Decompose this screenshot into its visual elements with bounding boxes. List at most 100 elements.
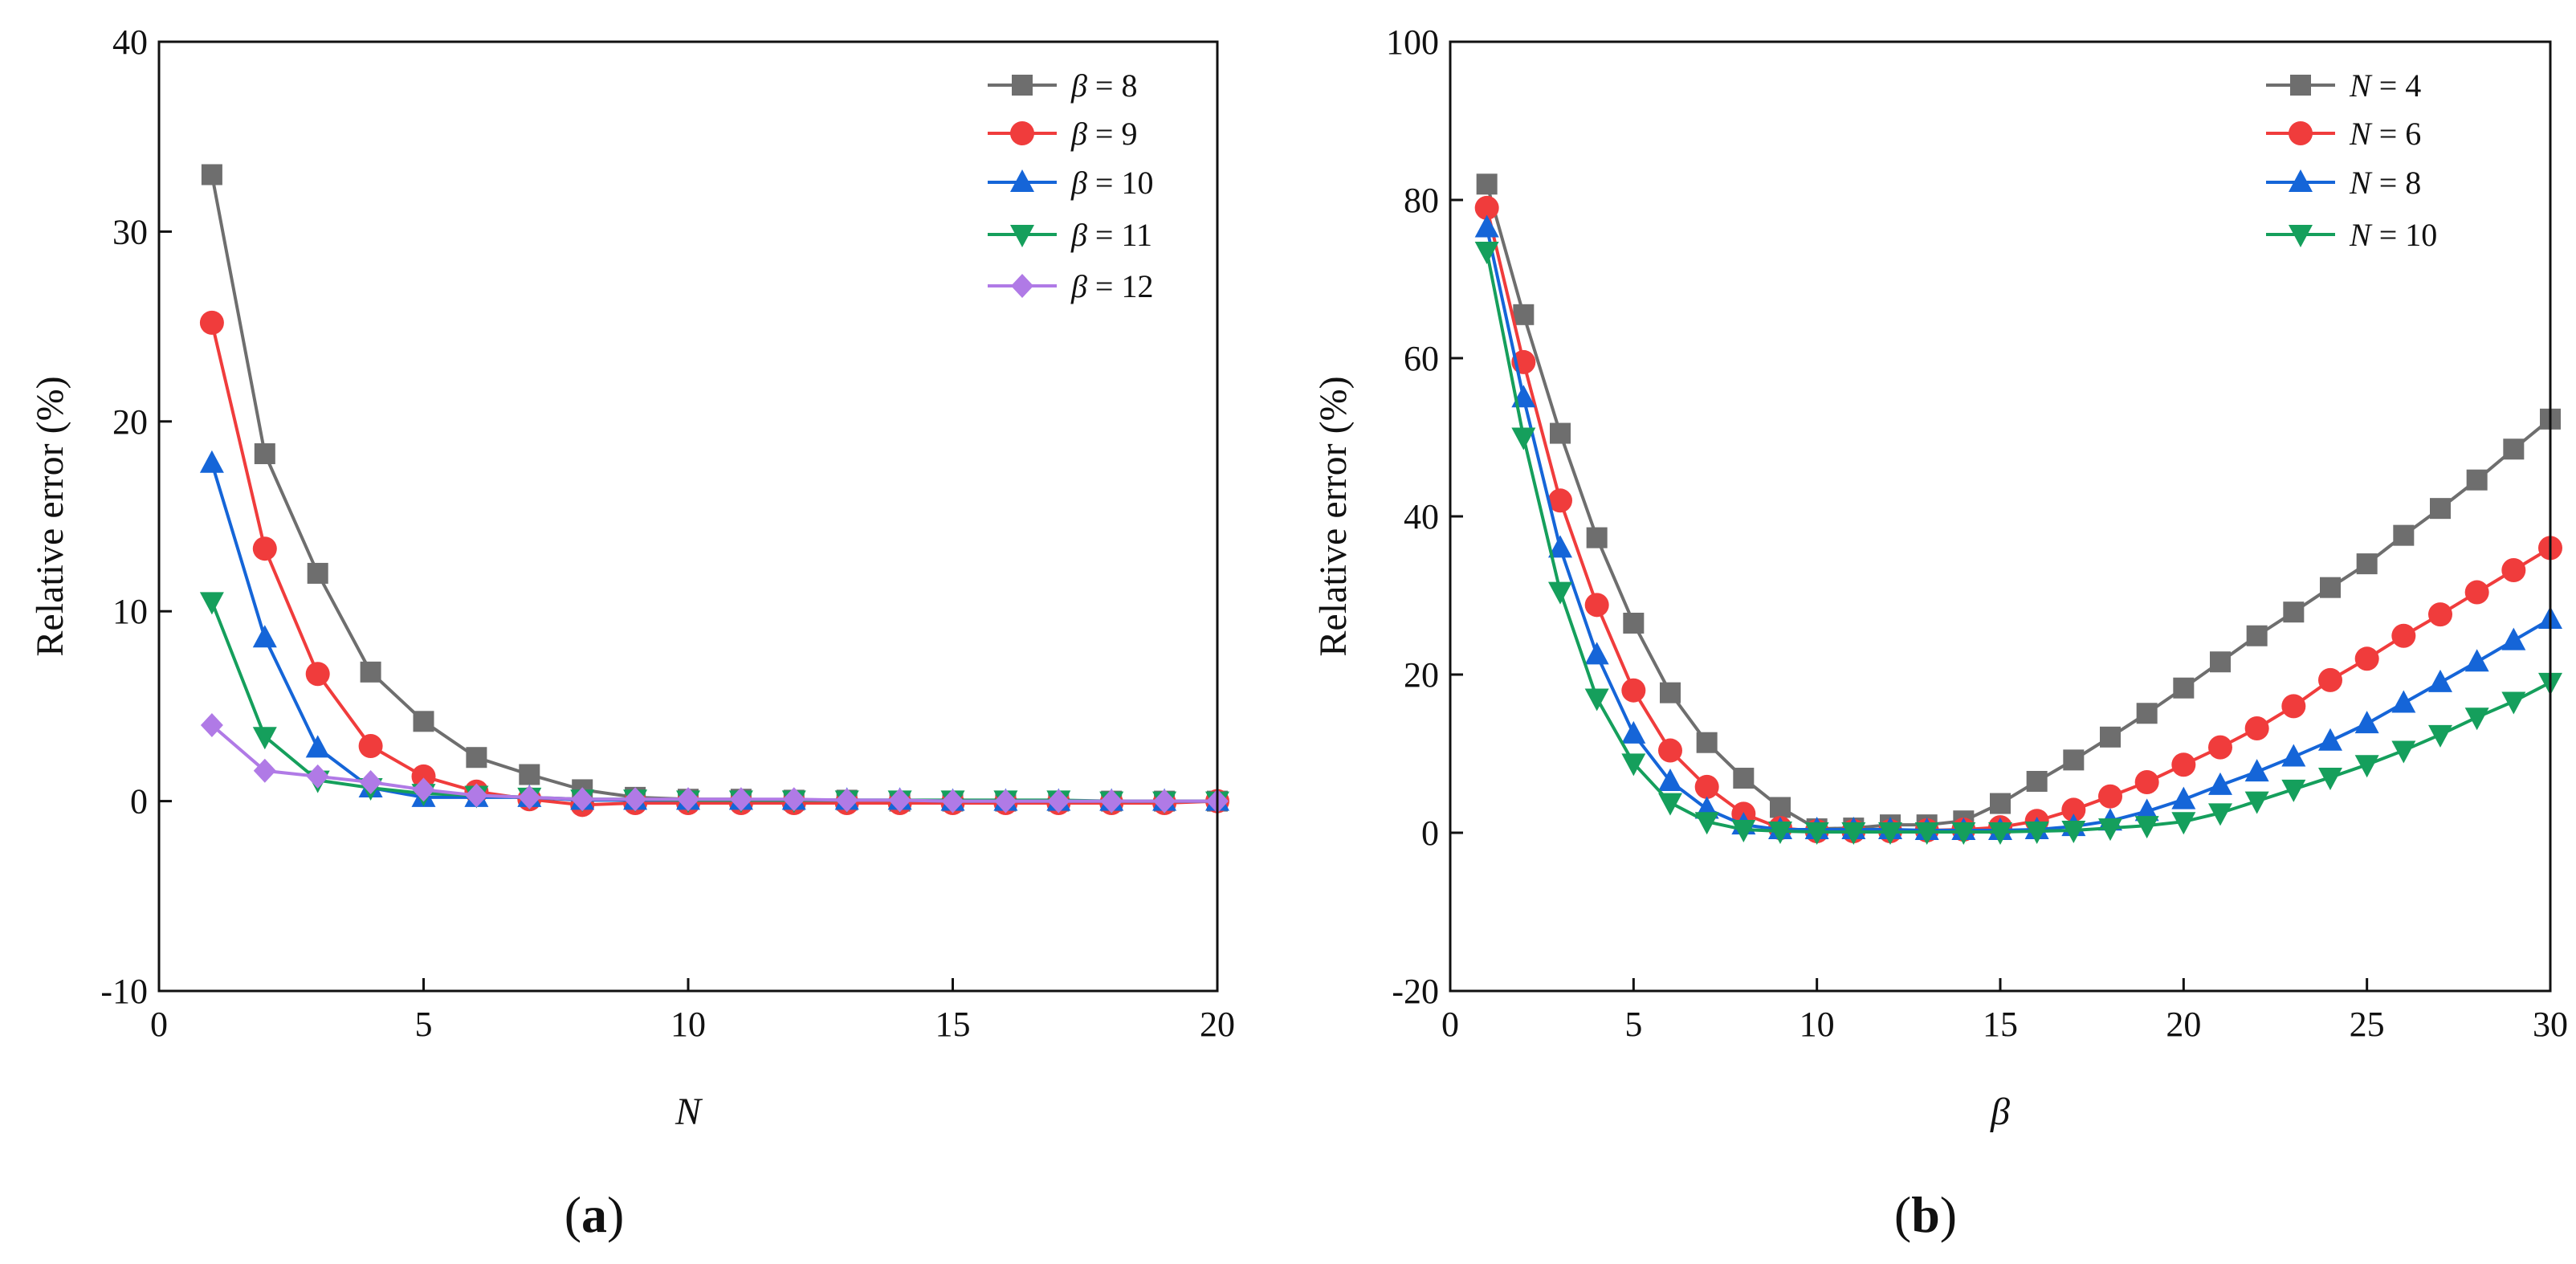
panel-b-data-point (2464, 707, 2489, 731)
panel-a-data-point (199, 450, 224, 473)
panel-b-data-point (2393, 524, 2415, 546)
panel-b-data-point (1474, 195, 1499, 220)
panel-b-data-point (1658, 738, 1682, 763)
legend-var: N (2349, 67, 2373, 104)
panel-b-data-point (1621, 753, 1646, 777)
panel-b-data-point (2391, 690, 2416, 713)
panel-b-data-point (2318, 768, 2342, 791)
panel-a-series-line (210, 322, 1218, 807)
panel-a-data-point (360, 661, 381, 683)
legend-var: β (1070, 217, 1087, 253)
panel-b-data-point (2026, 770, 2048, 792)
panel-a-series-4 (200, 713, 1229, 813)
panel-b-x-tick-label: 0 (1441, 1005, 1459, 1044)
panel-b-data-point (2354, 711, 2379, 734)
panel-a-data-point (358, 734, 383, 759)
panel-a-data-point (571, 787, 594, 812)
panel-b-data-point (1951, 822, 1976, 846)
panel-a-data-point (1153, 789, 1176, 813)
panel-a-legend-entry: β = 9 (988, 116, 1137, 152)
panel-a-series-1 (199, 310, 1229, 818)
panel-b-data-point (1804, 822, 1829, 846)
panel-a-data-point (306, 764, 329, 789)
panel-b-data-point (1694, 812, 1719, 835)
panel-b-y-tick-label: 20 (1404, 655, 1439, 695)
panel-b-x-tick-label: 30 (2533, 1005, 2568, 1044)
panel-b-data-point (2428, 669, 2452, 692)
panel-b-data-point (2134, 769, 2159, 794)
panel-b-x-tick-label: 25 (2350, 1005, 2385, 1044)
panel-a-data-point (252, 727, 277, 750)
panel-b-y-tick-label: 100 (1386, 22, 1439, 62)
panel-a-x-tick-label: 15 (935, 1005, 971, 1044)
panel-b-data-point (2024, 822, 2049, 845)
panel-a-x-axis-title: N (675, 1091, 703, 1133)
panel-a-data-point (412, 777, 435, 802)
panel-b-data-point (2100, 726, 2121, 748)
panel-a-data-point (411, 764, 436, 789)
panel-b-data-point (1550, 422, 1571, 444)
panel-b-data-point (1914, 822, 1939, 846)
panel-b-data-point (2391, 623, 2416, 648)
triangle-up-marker-icon (1010, 169, 1034, 192)
panel-a-data-point (253, 758, 276, 783)
legend-value: = 12 (1095, 268, 1154, 304)
legend-value: = 4 (2379, 67, 2422, 104)
panel-a-data-point (254, 442, 275, 464)
panel-a-label: (a) (565, 1186, 625, 1243)
panel-a-data-point (519, 764, 540, 785)
panel-a-data-point (199, 310, 224, 335)
panel-b-data-point (2354, 646, 2379, 671)
svg-text:β = 12: β = 12 (1070, 268, 1153, 304)
panel-b-data-point (2098, 784, 2122, 809)
panel-b-x-tick-label: 20 (2166, 1005, 2201, 1044)
panel-b-data-point (2391, 740, 2416, 764)
panel-b-data-point (2134, 798, 2159, 822)
panel-b-legend-entry: N = 4 (2266, 67, 2421, 104)
panel-b-data-point (2320, 577, 2341, 598)
panel-b-legend: N = 4 N = 6 N = 8 N = 10 (2266, 67, 2437, 253)
panel-b-data-point (2464, 580, 2489, 605)
svg-text:β = 11: β = 11 (1070, 217, 1152, 253)
legend-value: = 8 (1095, 67, 1138, 104)
panel-b-data-point (1476, 173, 1498, 195)
square-marker-icon (2290, 75, 2311, 96)
panel-a-legend-entry: β = 10 (988, 165, 1153, 201)
panel-b-series-line (1485, 207, 2552, 834)
panel-b-data-point (2171, 812, 2196, 835)
svg-text:N = 4: N = 4 (2349, 67, 2421, 104)
panel-b-data-point (2208, 735, 2232, 760)
panel-b-data-point (2428, 602, 2452, 627)
panel-a-data-point (994, 789, 1017, 813)
panel-a-y-tick-label: 20 (112, 402, 148, 442)
panel-b-data-point (1584, 642, 1609, 665)
panel-b-series-3 (1474, 242, 2562, 846)
panel-b-data-point (1513, 304, 1535, 325)
triangle-up-marker-icon (2289, 169, 2313, 192)
panel-b-data-point (1584, 688, 1609, 712)
panel-a-data-point (465, 783, 488, 808)
panel-a-data-point (305, 662, 330, 687)
svg-text:β = 9: β = 9 (1070, 116, 1137, 152)
legend-value: = 11 (1095, 217, 1152, 253)
panel-b-data-point (1474, 242, 1499, 265)
panel-a-data-point (199, 592, 224, 615)
panel-a-data-point (201, 164, 222, 186)
panel-b-data-point (2136, 703, 2158, 724)
panel-a-data-point (518, 785, 541, 809)
panel-a-series (199, 164, 1229, 818)
panel-b-data-point (2464, 649, 2489, 672)
panel-b-data-point (1696, 732, 1718, 753)
panel-a-legend: β = 8 β = 9 β = 10 β = 11 β = 12 (988, 67, 1153, 304)
panel-b-data-point (2281, 779, 2306, 802)
triangle-down-marker-icon (2289, 225, 2313, 247)
panel-b-data-point (1660, 682, 1681, 703)
legend-var: N (2349, 165, 2373, 201)
panel-a-data-point (413, 711, 434, 732)
panel-b-series-line (1485, 251, 2551, 834)
panel-a-data-point (941, 789, 964, 813)
panel-b-data-point (2244, 791, 2269, 814)
panel-b-data-point (1768, 822, 1792, 845)
panel-b-data-point (1731, 820, 1756, 843)
